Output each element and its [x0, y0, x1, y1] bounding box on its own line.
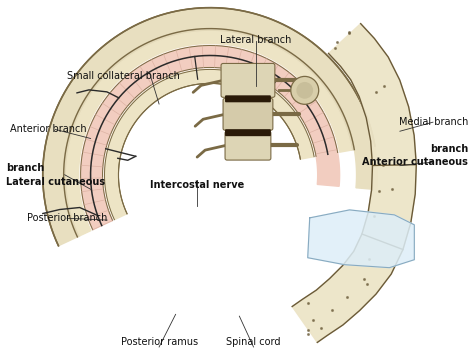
FancyBboxPatch shape	[225, 131, 271, 160]
Polygon shape	[104, 70, 314, 219]
Polygon shape	[308, 210, 414, 268]
Text: Lateral cutaneous: Lateral cutaneous	[6, 177, 105, 187]
Polygon shape	[67, 32, 351, 236]
FancyBboxPatch shape	[225, 129, 271, 136]
Text: Anterior branch: Anterior branch	[10, 124, 87, 134]
Text: branch: branch	[6, 163, 44, 173]
Text: Lateral branch: Lateral branch	[220, 35, 292, 45]
Polygon shape	[81, 46, 337, 230]
Text: Spinal cord: Spinal cord	[226, 337, 281, 347]
Text: Anterior cutaneous: Anterior cutaneous	[363, 157, 468, 167]
Text: Small collateral branch: Small collateral branch	[67, 71, 180, 82]
Text: Posterior branch: Posterior branch	[27, 213, 107, 223]
FancyBboxPatch shape	[223, 98, 273, 130]
FancyBboxPatch shape	[221, 63, 275, 97]
Circle shape	[291, 76, 319, 104]
Text: Posterior ramus: Posterior ramus	[120, 337, 198, 347]
FancyBboxPatch shape	[225, 95, 271, 102]
Text: Medial branch: Medial branch	[399, 117, 468, 127]
Polygon shape	[64, 29, 355, 237]
Circle shape	[296, 82, 313, 99]
Polygon shape	[292, 24, 416, 343]
Text: Intercostal nerve: Intercostal nerve	[150, 180, 244, 190]
Polygon shape	[355, 146, 377, 190]
Polygon shape	[316, 153, 339, 186]
Text: branch: branch	[430, 144, 468, 154]
Polygon shape	[43, 8, 375, 246]
